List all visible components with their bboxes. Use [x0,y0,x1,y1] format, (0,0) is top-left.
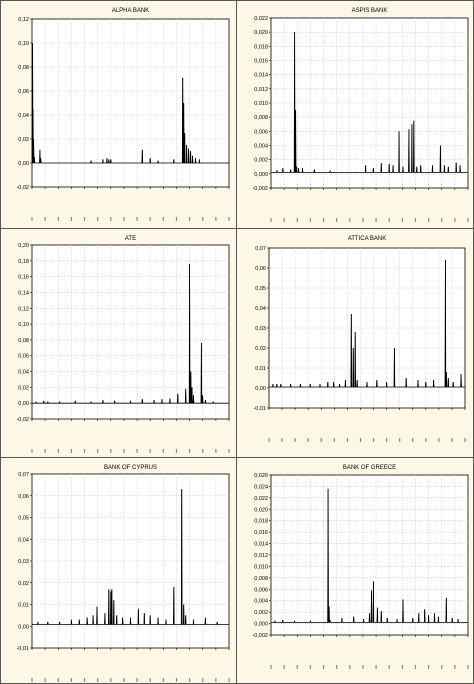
y-tick-label: 0,06 [255,266,266,272]
y-tick-label: 0,016 [254,530,268,536]
chart-svg: ALPHA BANK -0,02 0,00 0,02 0,04 0,06 0,08 0,10 0… [16,8,230,221]
y-tick-label: 0,02 [18,137,29,143]
y-tick-label: 0,06 [18,494,29,500]
y-tick-label: 0,04 [18,537,29,543]
y-tick-label: 0,000 [254,622,268,628]
y-tick-label: 0,024 [254,484,268,490]
chart-panel-attica-bank: ATTICA BANK -0,01 0,00 0,01 0,02 0,03 0,04 0,05… [236,228,474,458]
y-tick-label: 0,016 [254,59,268,65]
chart-svg: BANK OF GREECE -0,002 0,000 0,002 0,004 0,006… [252,465,469,669]
y-tick-label: 0,12 [18,306,29,312]
plot-area [31,18,230,188]
y-tick-label: -0,002 [252,186,268,192]
y-tick-label: 0,006 [254,129,268,135]
y-tick-label: -0,02 [16,185,29,191]
y-tick-label: 0,04 [255,306,266,312]
y-tick-label: 0,010 [254,564,268,570]
y-tick-label: 0,022 [254,16,268,22]
chart-title: ALPHA BANK [112,8,149,14]
y-tick-label: 0,02 [18,581,29,587]
y-tick-label: 0,008 [254,576,268,582]
y-tick-label: 0,020 [254,30,268,36]
chart-panel-bank-of-cyprus: BANK OF CYPRUS -0,01 0,00 0,01 0,02 0,03 0,04 0… [0,457,237,684]
y-tick-label: 0,014 [254,542,268,548]
y-tick-label: 0,00 [18,161,29,167]
chart-title: BANK OF GREECE [343,465,396,471]
y-tick-label: 0,01 [255,366,266,372]
y-tick-label: 0,03 [255,326,266,332]
y-tick-label: 0,018 [254,519,268,525]
y-tick-label: 0,10 [18,322,29,328]
chart-svg: ATE -0,02 0,00 0,02 0,04 0,06 0,08 0,10 0,12 0,14… [16,236,230,453]
y-tick-label: 0,08 [18,338,29,344]
chart-svg: ATTICA BANK -0,01 0,00 0,01 0,02 0,03 0,04 0,05… [253,236,466,442]
chart-title: ASPIS BANK [352,8,388,14]
y-tick-label: 0,008 [254,115,268,121]
y-tick-label: 0,012 [254,553,268,559]
y-tick-label: 0,14 [18,290,29,296]
y-tick-label: 0,16 [18,275,29,281]
y-tick-label: 0,05 [255,286,266,292]
y-tick-label: 0,07 [255,246,266,252]
y-tick-label: 0,02 [18,385,29,391]
y-tick-label: 0,20 [18,243,29,249]
y-tick-label: -0,01 [253,406,266,412]
y-tick-label: -0,01 [16,646,29,652]
y-tick-label: 0,12 [18,17,29,23]
plot-area [31,244,230,420]
y-tick-label: 0,04 [18,370,29,376]
y-tick-label: 0,08 [18,65,29,71]
y-tick-label: 0,10 [18,41,29,47]
y-tick-label: 0,02 [255,346,266,352]
y-tick-label: 0,026 [254,473,268,479]
y-tick-label: 0,07 [18,472,29,478]
y-tick-label: 0,00 [18,401,29,407]
chart-title: ATE [125,236,136,242]
y-tick-label: 0,18 [18,259,29,265]
y-tick-label: 0,004 [254,144,268,150]
y-tick-label: 0,06 [18,354,29,360]
chart-svg: BANK OF CYPRUS -0,01 0,00 0,01 0,02 0,03 0,04 0… [16,465,230,682]
y-tick-label: 0,04 [18,113,29,119]
y-tick-label: 0,002 [254,610,268,616]
y-tick-label: 0,002 [254,158,268,164]
y-tick-label: 0,01 [18,603,29,609]
chart-title: BANK OF CYPRUS [104,465,157,471]
chart-title: ATTICA BANK [348,236,387,242]
y-tick-label: 0,00 [18,624,29,630]
chart-panel-ate: ATE -0,02 0,00 0,02 0,04 0,06 0,08 0,10 0,12 0,14… [0,228,237,458]
y-tick-label: 0,06 [18,89,29,95]
y-tick-label: 0,022 [254,496,268,502]
y-tick-label: 0,00 [255,386,266,392]
chart-panel-aspis-bank: ASPIS BANK -0,002 0,000 0,002 0,004 0,006 0,00… [236,0,474,229]
chart-panel-alpha-bank: ALPHA BANK -0,02 0,00 0,02 0,04 0,06 0,08 0,10 0… [0,0,237,229]
y-tick-label: 0,010 [254,101,268,107]
y-tick-label: 0,018 [254,44,268,50]
y-tick-label: 0,000 [254,172,268,178]
y-tick-label: 0,004 [254,599,268,605]
y-tick-label: 0,05 [18,516,29,522]
y-tick-label: 0,006 [254,587,268,593]
chart-svg: ASPIS BANK -0,002 0,000 0,002 0,004 0,006 0,00… [252,8,469,222]
chart-panel-bank-of-greece: BANK OF GREECE -0,002 0,000 0,002 0,004 0,006… [236,457,474,684]
y-tick-label: 0,020 [254,507,268,513]
y-tick-label: 0,03 [18,559,29,565]
y-tick-label: 0,012 [254,87,268,93]
y-tick-label: -0,002 [252,633,268,639]
y-tick-label: -0,02 [16,417,29,423]
y-tick-label: 0,014 [254,73,268,79]
